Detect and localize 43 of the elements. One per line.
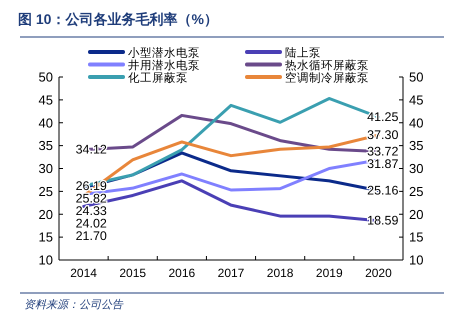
legend-label: 陆上泵 <box>285 46 321 60</box>
y-tick-label: 10 <box>38 252 53 268</box>
y-tick-label: 20 <box>38 206 53 222</box>
y-tick-label: 35 <box>38 138 53 154</box>
y2-tick-label: 20 <box>409 206 424 222</box>
y2-tick-label: 40 <box>409 115 424 130</box>
y2-tick-label: 35 <box>409 138 424 154</box>
y-tick-label: 15 <box>38 230 53 245</box>
y-tick-label: 30 <box>38 161 53 176</box>
value-label: 41.25 <box>367 110 398 124</box>
x-tick-label: 2015 <box>119 266 146 280</box>
x-tick-label: 2014 <box>70 266 98 280</box>
x-tick-label: 2017 <box>218 266 245 280</box>
value-label: 24.02 <box>76 216 107 230</box>
legend-label: 小型潜水电泵 <box>128 46 200 60</box>
y-tick-label: 40 <box>38 115 53 130</box>
x-tick-label: 2019 <box>316 266 343 280</box>
y-tick-label: 45 <box>38 92 53 108</box>
legend-label: 热水循环屏蔽泵 <box>285 58 369 72</box>
y2-tick-label: 30 <box>409 161 424 176</box>
y-tick-label: 50 <box>38 70 53 84</box>
value-label: 31.87 <box>367 156 398 171</box>
y2-tick-label: 10 <box>409 252 424 268</box>
x-tick-label: 2016 <box>168 266 196 280</box>
x-tick-label: 2018 <box>266 266 294 280</box>
y2-tick-label: 25 <box>409 184 424 199</box>
value-label: 24.33 <box>76 204 107 218</box>
value-label: 25.16 <box>367 184 398 198</box>
legend-label: 化工屏蔽泵 <box>128 70 188 84</box>
value-label: 18.59 <box>367 214 398 228</box>
y2-tick-label: 15 <box>409 230 424 245</box>
value-label: 21.70 <box>76 228 107 243</box>
y2-tick-label: 50 <box>409 70 424 84</box>
legend-label: 空调制冷屏蔽泵 <box>285 70 369 84</box>
x-tick-label: 2020 <box>365 266 392 280</box>
legend-label: 井用潜水电泵 <box>128 58 200 72</box>
text: 资料来源：公司公告 <box>24 298 124 311</box>
value-label: 37.30 <box>367 128 398 142</box>
value-label: 25.82 <box>76 191 107 206</box>
y2-tick-label: 45 <box>409 92 424 108</box>
value-label: 33.72 <box>367 144 398 158</box>
y-tick-label: 25 <box>38 184 53 199</box>
chart-title: 图 10：公司各业务毛利率（%） <box>18 11 218 27</box>
